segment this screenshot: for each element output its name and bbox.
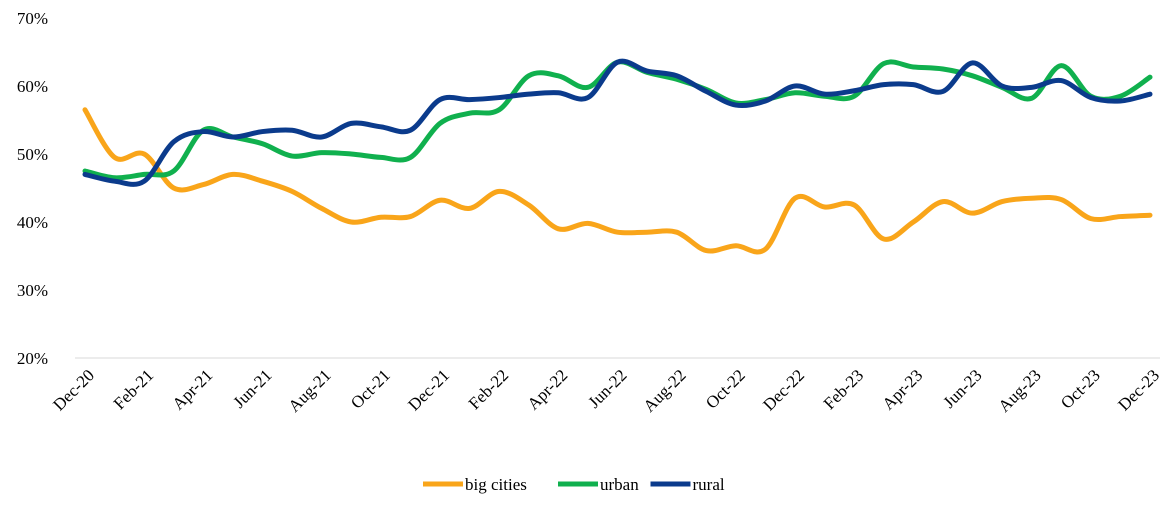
y-tick-label: 70% <box>17 9 48 28</box>
series-line <box>82 58 1153 187</box>
legend-label: big cities <box>465 475 527 494</box>
x-tick-label: Apr-22 <box>523 366 571 414</box>
x-tick-label: Jun-23 <box>939 366 985 412</box>
x-tick-label: Feb-23 <box>820 366 867 413</box>
x-tick-label: Aug-22 <box>640 366 690 416</box>
y-tick-label: 50% <box>17 145 48 164</box>
x-tick-label: Feb-22 <box>465 366 512 413</box>
x-tick-label: Aug-21 <box>285 366 335 416</box>
y-tick-label: 60% <box>17 77 48 96</box>
legend-label: rural <box>693 475 725 494</box>
x-tick-label: Jun-21 <box>229 366 275 412</box>
x-tick-label: Jun-22 <box>584 366 630 412</box>
x-tick-label: Dec-20 <box>49 366 98 415</box>
x-tick-label: Oct-22 <box>702 366 749 413</box>
x-tick-label: Apr-21 <box>168 366 216 414</box>
series-line <box>82 107 1153 255</box>
x-tick-label: Aug-23 <box>995 366 1045 416</box>
y-tick-label: 40% <box>17 213 48 232</box>
x-tick-label: Oct-23 <box>1057 366 1104 413</box>
y-tick-label: 30% <box>17 281 48 300</box>
x-tick-label: Dec-23 <box>1114 366 1163 415</box>
x-tick-label: Apr-23 <box>878 366 926 414</box>
x-tick-label: Oct-21 <box>347 366 394 413</box>
x-tick-label: Dec-22 <box>759 366 808 415</box>
x-tick-label: Feb-21 <box>110 366 157 413</box>
x-tick-label: Dec-21 <box>404 366 453 415</box>
y-tick-label: 20% <box>17 349 48 368</box>
legend-label: urban <box>600 475 639 494</box>
